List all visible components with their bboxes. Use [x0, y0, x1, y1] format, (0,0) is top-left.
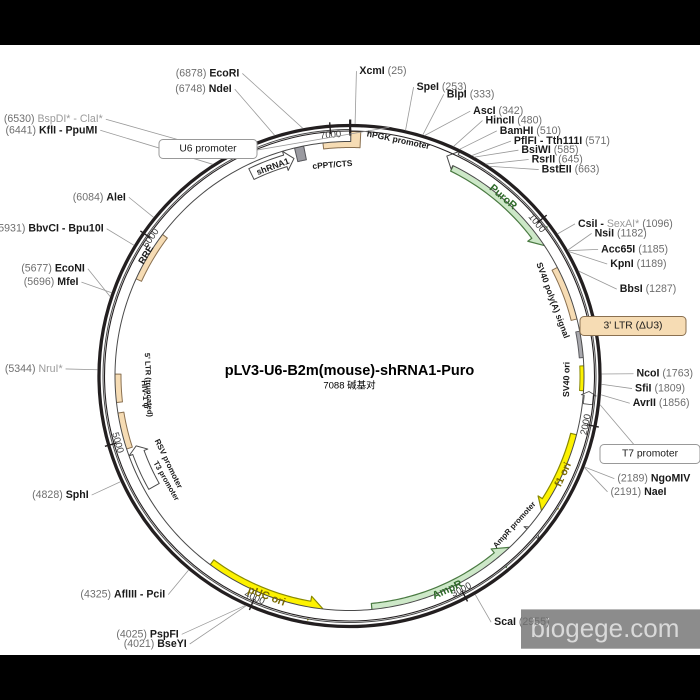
svg-text:(5677) EcoNI: (5677) EcoNI [21, 262, 85, 274]
svg-text:NcoI (1763): NcoI (1763) [636, 368, 693, 380]
svg-text:Acc65I (1185): Acc65I (1185) [601, 243, 668, 255]
svg-text:XcmI (25): XcmI (25) [359, 65, 406, 77]
svg-text:(2191) NaeI: (2191) NaeI [610, 486, 666, 498]
svg-text:AvrII (1856): AvrII (1856) [633, 397, 690, 409]
svg-text:(6441) KflI - PpuMI: (6441) KflI - PpuMI [5, 124, 97, 136]
svg-text:SV40 ori: SV40 ori [561, 362, 572, 397]
svg-text:(6084) AleI: (6084) AleI [73, 191, 126, 203]
svg-text:3' LTR (ΔU3): 3' LTR (ΔU3) [603, 321, 662, 332]
svg-text:(4021) BseYI: (4021) BseYI [124, 638, 187, 650]
svg-text:7000: 7000 [320, 129, 342, 142]
svg-text:(4325) AflIII - PciI: (4325) AflIII - PciI [80, 588, 165, 600]
svg-text:(5931) BbvCI - Bpu10I: (5931) BbvCI - Bpu10I [0, 223, 104, 235]
svg-text:(4828) SphI: (4828) SphI [32, 489, 89, 501]
svg-text:NsiI (1182): NsiI (1182) [595, 227, 647, 239]
svg-text:(2189) NgoMIV: (2189) NgoMIV [617, 472, 690, 484]
svg-text:AscI (342): AscI (342) [473, 105, 523, 117]
svg-text:(6878) EcoRI: (6878) EcoRI [176, 67, 240, 79]
svg-text:BbsI (1287): BbsI (1287) [620, 283, 677, 295]
svg-text:7088 碱基对: 7088 碱基对 [323, 380, 376, 392]
svg-text:(6748) NdeI: (6748) NdeI [175, 83, 232, 95]
svg-text:T7 promoter: T7 promoter [622, 449, 679, 460]
svg-text:BstEII (663): BstEII (663) [542, 163, 600, 175]
svg-text:KpnI (1189): KpnI (1189) [610, 258, 666, 270]
svg-text:ScaI (2955): ScaI (2955) [494, 616, 549, 628]
svg-text:SfiI (1809): SfiI (1809) [635, 382, 685, 394]
svg-text:(5344) NruI*: (5344) NruI* [5, 363, 63, 375]
svg-text:BlpI (333): BlpI (333) [447, 88, 495, 100]
svg-text:(5696) MfeI: (5696) MfeI [24, 276, 79, 288]
svg-text:U6 promoter: U6 promoter [179, 144, 237, 155]
svg-text:biogege.com: biogege.com [531, 613, 680, 643]
svg-text:pLV3-U6-B2m(mouse)-shRNA1-Puro: pLV3-U6-B2m(mouse)-shRNA1-Puro [225, 363, 475, 379]
